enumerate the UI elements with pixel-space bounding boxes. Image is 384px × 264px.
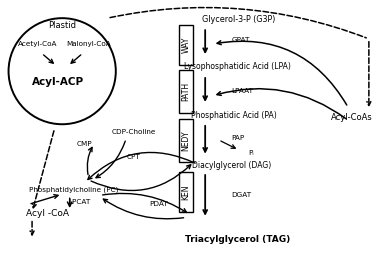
Text: CMP: CMP [77, 141, 93, 147]
Text: Acetyl-CoA: Acetyl-CoA [18, 41, 58, 47]
Text: Acyl -CoA: Acyl -CoA [26, 209, 70, 218]
Text: Triacylglycerol (TAG): Triacylglycerol (TAG) [185, 235, 290, 244]
Text: Glycerol-3-P (G3P): Glycerol-3-P (G3P) [202, 15, 276, 24]
Text: LPAAT: LPAAT [232, 88, 253, 94]
Text: Pᵢ: Pᵢ [248, 150, 254, 156]
Text: CDP-Choline: CDP-Choline [111, 129, 156, 135]
Text: LPCAT: LPCAT [68, 199, 90, 205]
Text: KEN: KEN [182, 184, 190, 200]
Text: DGAT: DGAT [232, 192, 252, 198]
Text: PATH: PATH [182, 82, 190, 101]
Text: Lysophosphatidic Acid (LPA): Lysophosphatidic Acid (LPA) [184, 62, 291, 70]
Text: Phosphatidylcholine (PC): Phosphatidylcholine (PC) [29, 187, 118, 194]
Text: Acyl-CoAs: Acyl-CoAs [331, 113, 373, 122]
Text: Malonyl-CoA: Malonyl-CoA [66, 41, 111, 47]
Text: NEDY: NEDY [182, 130, 190, 151]
Text: PDAT: PDAT [149, 201, 167, 208]
Text: PAP: PAP [232, 135, 245, 142]
Text: Acyl-ACP: Acyl-ACP [32, 77, 84, 87]
Text: WAY: WAY [182, 36, 190, 53]
Text: CPT: CPT [127, 154, 141, 159]
Text: Diacylglycerol (DAG): Diacylglycerol (DAG) [192, 161, 271, 170]
Text: Plastid: Plastid [48, 21, 76, 30]
Text: GPAT: GPAT [232, 37, 250, 43]
Text: Phosphatidic Acid (PA): Phosphatidic Acid (PA) [190, 111, 276, 120]
